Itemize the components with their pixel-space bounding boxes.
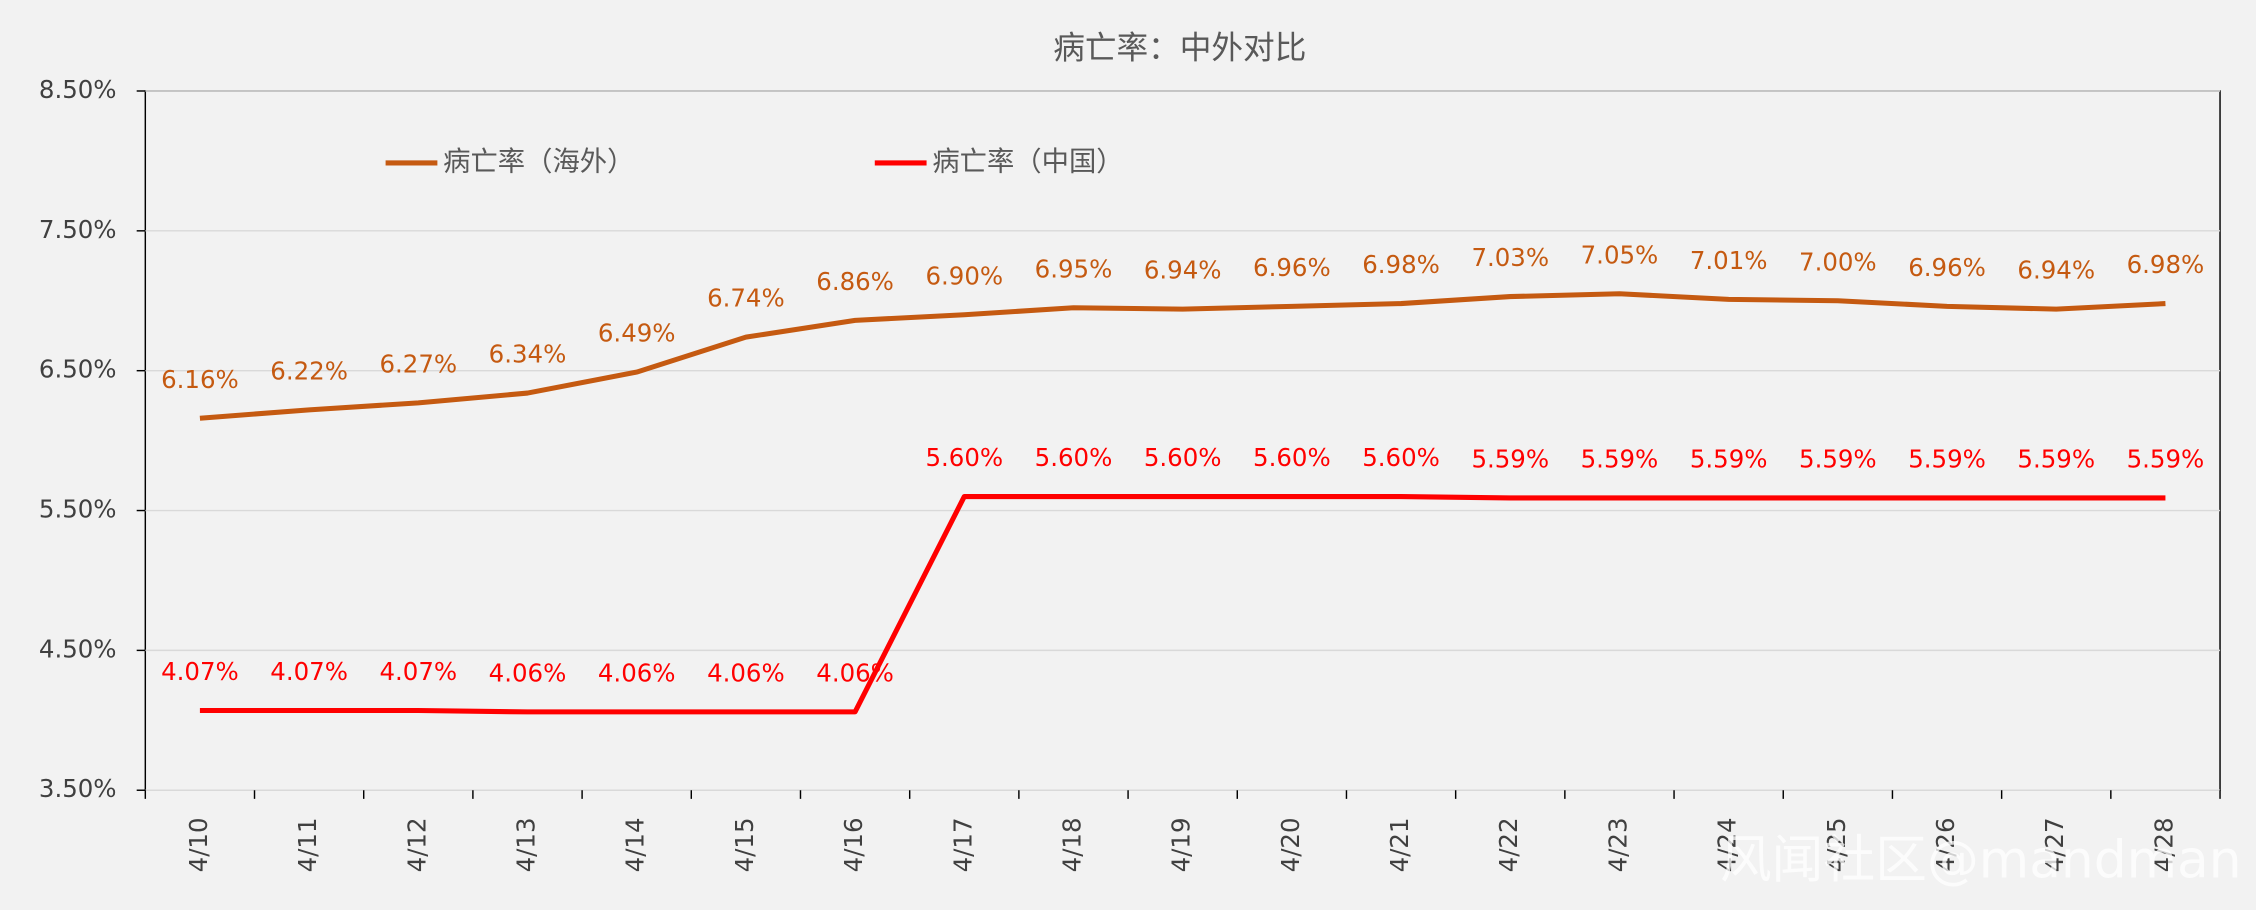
data-label: 4.07% xyxy=(270,657,348,686)
data-label: 6.49% xyxy=(598,319,676,348)
data-label: 6.34% xyxy=(489,340,567,369)
x-tick-label: 4/10 xyxy=(184,817,213,872)
data-label: 5.60% xyxy=(1253,443,1331,472)
data-label: 7.00% xyxy=(1799,247,1877,276)
y-tick-label: 4.50% xyxy=(39,634,117,663)
data-label: 4.07% xyxy=(379,657,457,686)
x-tick-label: 4/21 xyxy=(1385,817,1414,872)
y-tick-label: 6.50% xyxy=(39,355,117,384)
data-label: 5.59% xyxy=(1690,445,1768,474)
data-label: 5.60% xyxy=(925,443,1003,472)
x-tick-label: 4/23 xyxy=(1603,817,1632,872)
data-label: 6.98% xyxy=(1362,250,1440,279)
series-line xyxy=(199,494,2166,715)
x-tick-label: 4/27 xyxy=(2040,817,2069,872)
data-label: 6.86% xyxy=(816,267,894,296)
data-label: 6.95% xyxy=(1035,254,1113,283)
x-tick-label: 4/14 xyxy=(621,817,650,872)
data-label: 5.59% xyxy=(2017,445,2095,474)
series-line xyxy=(199,291,2166,421)
data-label: 6.96% xyxy=(1253,253,1331,282)
data-label: 5.59% xyxy=(2127,445,2205,474)
x-tick-label: 4/12 xyxy=(402,817,431,872)
legend-label: 病亡率（中国） xyxy=(932,146,1123,177)
data-label: 6.74% xyxy=(707,284,785,313)
data-label: 5.59% xyxy=(1471,445,1549,474)
data-label: 6.27% xyxy=(379,349,457,378)
data-label: 5.60% xyxy=(1035,443,1113,472)
data-label: 5.59% xyxy=(1799,445,1877,474)
watermark: 风闻社区@mandman xyxy=(1720,831,2242,891)
data-label: 6.98% xyxy=(2127,250,2205,279)
data-label: 5.59% xyxy=(1908,445,1986,474)
x-tick-label: 4/24 xyxy=(1713,817,1742,872)
y-tick-label: 7.50% xyxy=(39,215,117,244)
x-tick-label: 4/22 xyxy=(1494,817,1523,872)
data-label: 6.22% xyxy=(270,356,348,385)
x-tick-label: 4/11 xyxy=(293,817,322,872)
y-tick-label: 5.50% xyxy=(39,495,117,524)
x-tick-label: 4/28 xyxy=(2149,817,2178,872)
legend-label: 病亡率（海外） xyxy=(443,146,634,177)
x-tick-label: 4/13 xyxy=(512,817,541,872)
x-tick-label: 4/25 xyxy=(1822,817,1851,872)
data-label: 6.94% xyxy=(2017,256,2095,285)
data-label: 7.01% xyxy=(1690,246,1768,275)
data-label: 7.03% xyxy=(1471,243,1549,272)
x-tick-label: 4/20 xyxy=(1276,817,1305,872)
y-tick-label: 8.50% xyxy=(39,75,117,104)
x-tick-label: 4/16 xyxy=(839,817,868,872)
y-tick-label: 3.50% xyxy=(39,774,117,803)
x-tick-label: 4/19 xyxy=(1167,817,1196,872)
x-tick-label: 4/15 xyxy=(730,817,759,872)
data-label: 7.05% xyxy=(1581,240,1659,269)
data-label: 6.94% xyxy=(1144,256,1222,285)
data-label: 4.06% xyxy=(489,659,567,688)
x-tick-label: 4/26 xyxy=(1931,817,1960,872)
chart-title: 病亡率：中外对比 xyxy=(1053,30,1306,66)
data-label: 4.06% xyxy=(598,659,676,688)
data-label: 4.06% xyxy=(816,659,894,688)
data-label: 5.60% xyxy=(1144,443,1222,472)
data-label: 5.60% xyxy=(1362,443,1440,472)
x-tick-label: 4/18 xyxy=(1057,817,1086,872)
data-label: 6.96% xyxy=(1908,253,1986,282)
data-label: 6.90% xyxy=(925,261,1003,290)
data-label: 5.59% xyxy=(1581,445,1659,474)
data-label: 4.06% xyxy=(707,659,785,688)
data-label: 6.16% xyxy=(161,365,239,394)
data-label: 4.07% xyxy=(161,657,239,686)
x-tick-label: 4/17 xyxy=(948,817,977,872)
